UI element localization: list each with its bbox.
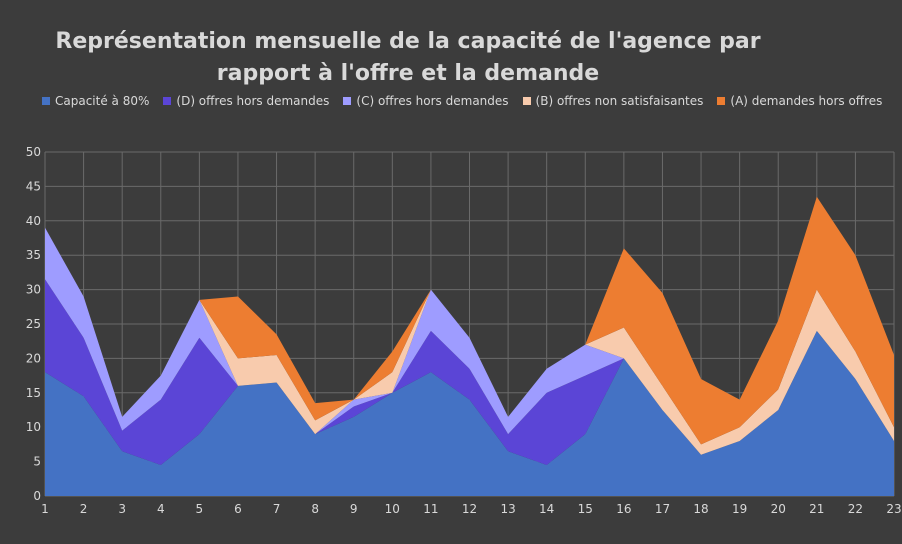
- legend-label: Capacité à 80%: [55, 94, 150, 108]
- chart-title-line2: rapport à l'offre et la demande: [216, 61, 600, 86]
- x-tick-label: 23: [886, 502, 901, 516]
- legend-label: (A) demandes hors offres: [730, 94, 883, 108]
- legend-swatch: [522, 97, 531, 105]
- x-tick-label: 17: [655, 502, 670, 516]
- x-tick-label: 11: [423, 502, 438, 516]
- y-tick-label: 30: [26, 283, 41, 297]
- y-axis-ticks: 0 5 10 15 20 25 30 35 40 45 50: [26, 145, 41, 503]
- chart-title: Représentation mensuelle de la capacité …: [0, 26, 816, 90]
- area-3: [45, 227, 894, 455]
- x-tick-label: 2: [80, 502, 88, 516]
- y-tick-label: 50: [26, 145, 41, 159]
- x-tick-label: 1: [41, 502, 49, 516]
- x-tick-label: 8: [311, 502, 319, 516]
- x-tick-label: 12: [462, 502, 477, 516]
- area-2: [45, 279, 894, 466]
- x-tick-label: 21: [809, 502, 824, 516]
- x-tick-label: 6: [234, 502, 242, 516]
- chart-legend: Capacité à 80% (D) offres hors demandes (C…: [42, 93, 896, 109]
- y-tick-label: 40: [26, 214, 41, 228]
- legend-item: (B) offres non satisfaisantes: [522, 94, 704, 108]
- legend-label: (D) offres hors demandes: [176, 94, 330, 108]
- legend-swatch: [717, 97, 726, 105]
- y-tick-label: 15: [26, 386, 41, 400]
- x-tick-label: 18: [693, 502, 708, 516]
- legend-label: (B) offres non satisfaisantes: [535, 94, 704, 108]
- x-tick-label: 9: [350, 502, 358, 516]
- x-axis-ticks: 1 2 3 4 5 6 7 8 9 10 11 12 13 14 15 16 17 18 19 20 21 22 23: [41, 502, 901, 516]
- x-tick-label: 5: [196, 502, 204, 516]
- area-5: [45, 196, 894, 445]
- legend-item: (C) offres hors demandes: [343, 94, 509, 108]
- chart-title-line1: Représentation mensuelle de la capacité …: [55, 29, 761, 54]
- x-tick-label: 15: [578, 502, 593, 516]
- y-tick-label: 45: [26, 179, 41, 193]
- x-tick-label: 16: [616, 502, 631, 516]
- area-1: [45, 330, 894, 496]
- x-tick-label: 10: [385, 502, 400, 516]
- x-tick-label: 13: [500, 502, 515, 516]
- x-tick-label: 19: [732, 502, 747, 516]
- legend-item: (A) demandes hors offres: [717, 94, 882, 108]
- y-tick-label: 35: [26, 248, 41, 262]
- x-tick-label: 7: [273, 502, 281, 516]
- legend-swatch: [42, 97, 50, 105]
- area-series: [45, 196, 894, 496]
- legend-swatch: [163, 97, 172, 105]
- y-tick-label: 0: [33, 489, 41, 503]
- y-tick-label: 25: [26, 317, 41, 331]
- legend-item: Capacité à 80%: [42, 94, 149, 108]
- y-tick-label: 10: [26, 420, 41, 434]
- x-tick-label: 3: [118, 502, 126, 516]
- legend-item: (D) offres hors demandes: [163, 94, 329, 108]
- y-tick-label: 20: [26, 351, 41, 365]
- x-tick-label: 20: [771, 502, 786, 516]
- x-tick-label: 14: [539, 502, 554, 516]
- x-tick-label: 22: [848, 502, 863, 516]
- x-tick-label: 4: [157, 502, 165, 516]
- legend-swatch: [343, 97, 352, 105]
- y-tick-label: 5: [33, 455, 41, 469]
- legend-label: (C) offres hors demandes: [356, 94, 509, 108]
